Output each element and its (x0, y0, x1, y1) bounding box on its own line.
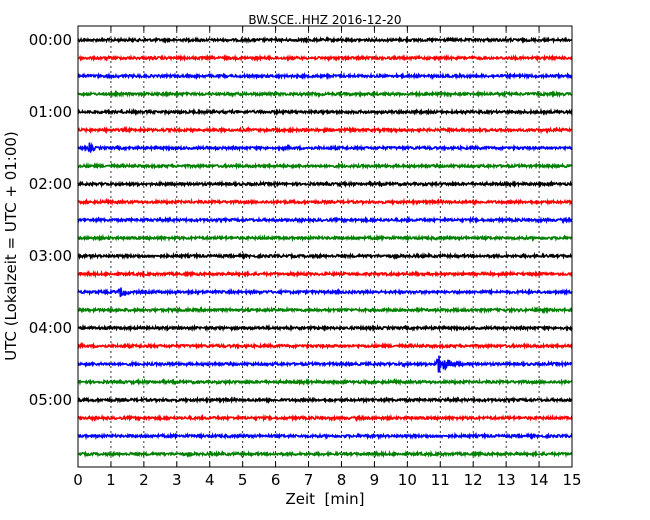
trace-0000 (77, 35, 573, 45)
x-tick-label: 5 (238, 471, 248, 489)
trace-0115 (77, 125, 573, 135)
trace-0545 (78, 449, 573, 459)
trace-0345 (78, 305, 573, 315)
trace-0045 (77, 89, 573, 99)
y-tick-label: 03:00 (29, 247, 72, 265)
trace-0400 (77, 323, 573, 333)
x-tick-label: 1 (106, 471, 116, 489)
x-tick-label: 4 (205, 471, 215, 489)
y-tick-label: 00:00 (29, 31, 72, 49)
y-tick-label: 04:00 (29, 319, 72, 337)
trace-0130 (77, 141, 573, 154)
x-tick-label: 6 (271, 471, 281, 489)
trace-0015 (77, 53, 573, 63)
y-axis-label: UTC (Lokalzeit = UTC + 01:00) (2, 131, 20, 361)
trace-0245 (77, 233, 573, 243)
y-tick-label: 01:00 (29, 103, 72, 121)
trace-0445 (77, 377, 573, 387)
x-tick-label: 15 (562, 471, 581, 489)
x-tick-label: 11 (431, 471, 450, 489)
y-axis: 00:00 01:00 02:00 03:00 04:00 05:00 (29, 31, 572, 409)
trace-0300 (77, 251, 573, 261)
x-tick-label: 12 (464, 471, 483, 489)
trace-0430 (77, 355, 573, 373)
x-tick-label: 10 (398, 471, 417, 489)
trace-0145 (77, 161, 573, 171)
trace-0215 (77, 197, 573, 207)
x-axis-label: Zeit [min] (285, 490, 364, 508)
trace-0515 (77, 413, 573, 423)
grid-lines (110, 26, 540, 467)
traces (77, 35, 573, 459)
trace-0500 (77, 395, 573, 405)
x-tick-label: 9 (370, 471, 380, 489)
chart-title: BW.SCE..HHZ 2016-12-20 (248, 13, 401, 27)
y-tick-label: 05:00 (29, 391, 72, 409)
plot-frame (77, 25, 573, 468)
trace-0415 (77, 341, 573, 351)
trace-0315 (77, 269, 573, 279)
trace-0200 (77, 179, 573, 189)
trace-0230 (77, 215, 573, 225)
x-tick-label: 3 (172, 471, 182, 489)
trace-0100 (77, 107, 573, 117)
x-tick-label: 7 (304, 471, 314, 489)
x-tick-label: 0 (73, 471, 83, 489)
trace-0330 (77, 287, 573, 298)
trace-0530 (77, 431, 573, 441)
x-tick-label: 8 (337, 471, 347, 489)
x-tick-label: 13 (497, 471, 516, 489)
y-tick-label: 02:00 (29, 175, 72, 193)
x-tick-label: 2 (139, 471, 149, 489)
x-tick-label: 14 (530, 471, 549, 489)
trace-0030 (77, 71, 573, 81)
x-axis: 0 1 2 3 4 5 6 7 8 9 10 11 12 13 14 15 (73, 26, 582, 489)
